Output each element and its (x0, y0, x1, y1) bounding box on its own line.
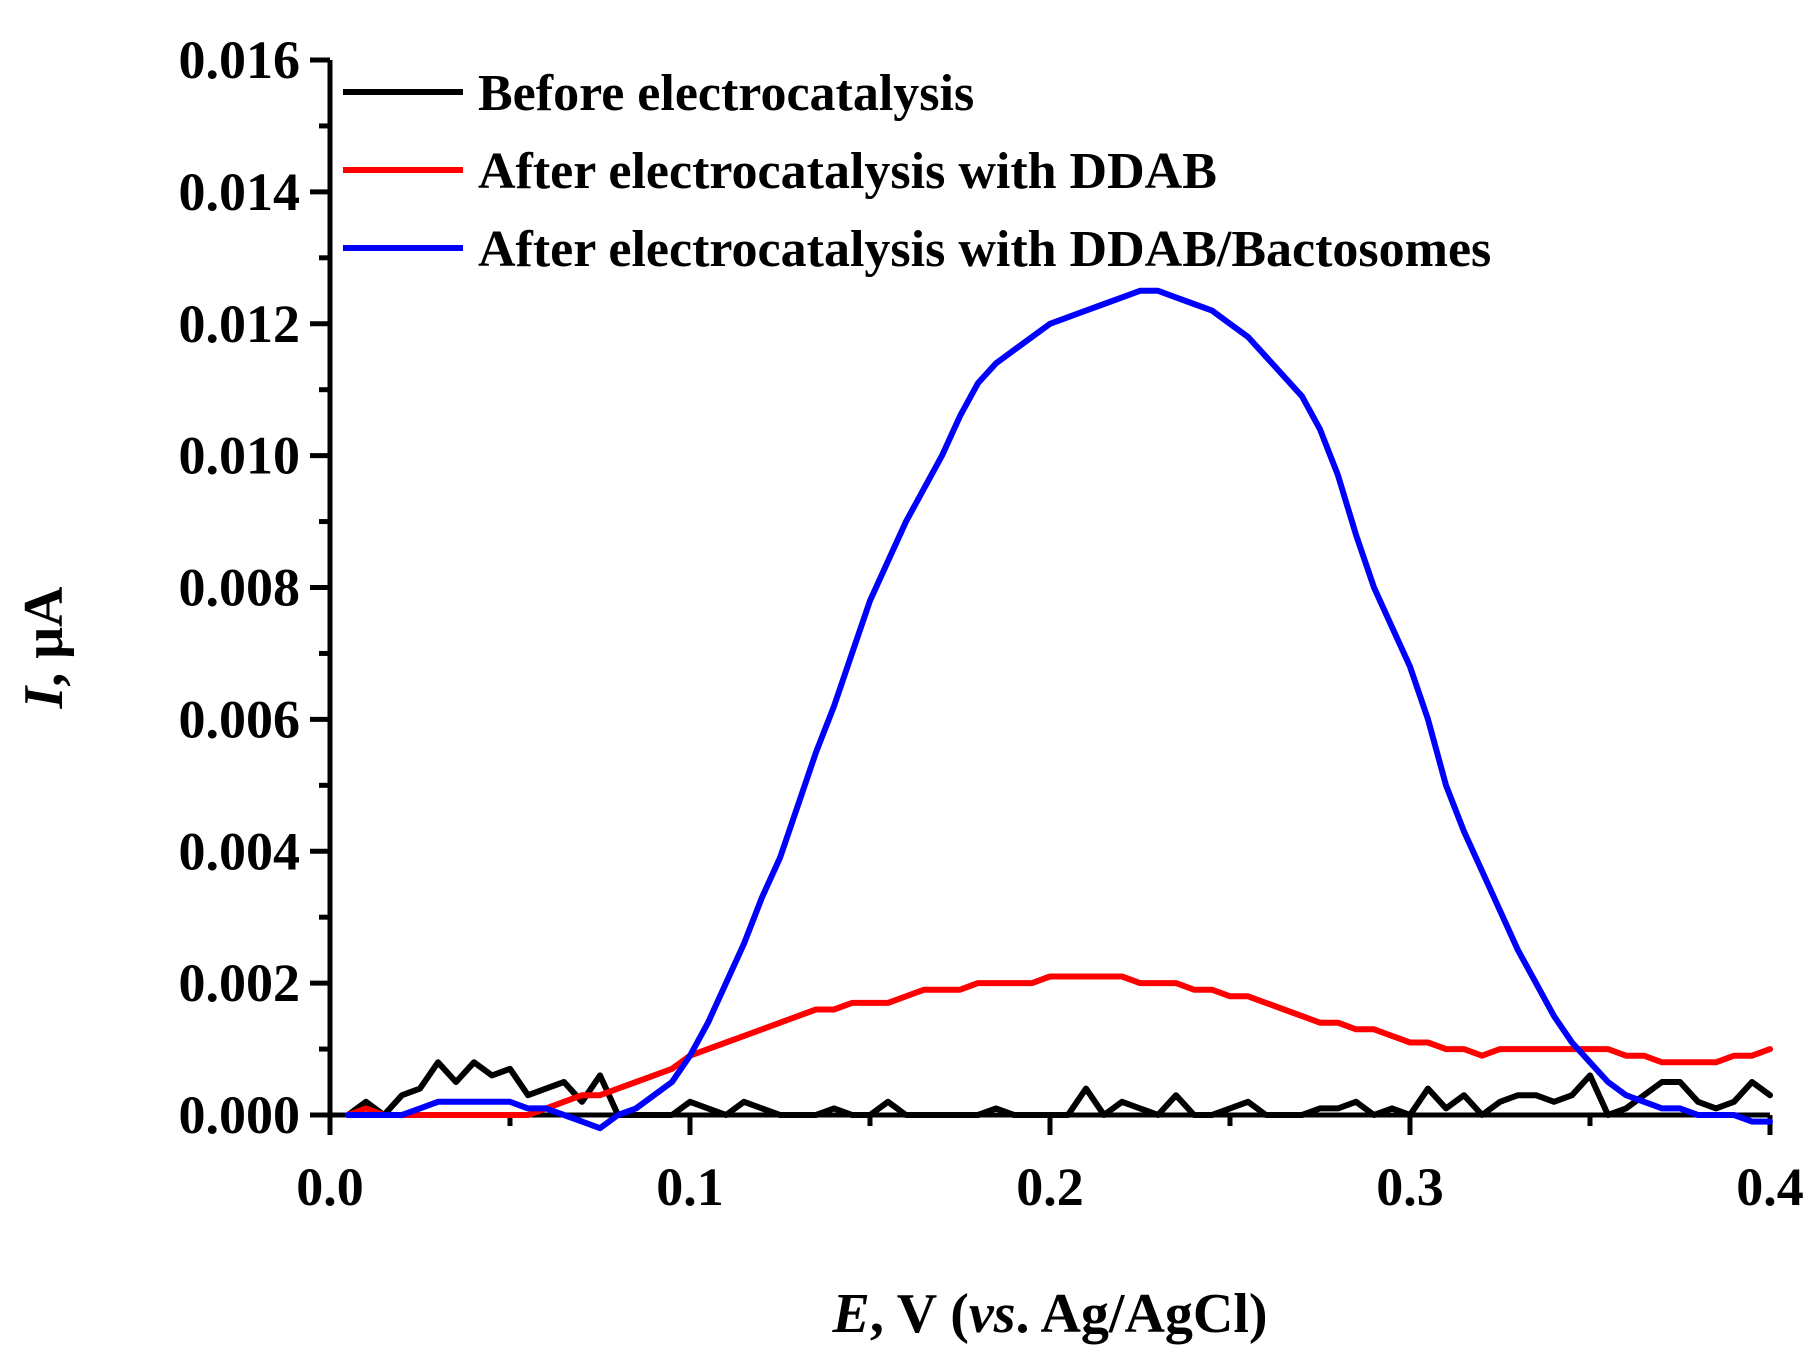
y-axis-title-unit: , μA (13, 586, 75, 687)
y-tick-label: 0.002 (179, 953, 301, 1013)
y-tick-label: 0.006 (179, 689, 301, 749)
series-line-2 (345, 973, 1773, 1118)
legend-label-1: Before electrocatalysis (478, 65, 974, 122)
axes (327, 60, 1770, 1118)
x-axis-title-vs: vs (969, 1283, 1016, 1345)
y-tick-label: 0.016 (179, 30, 301, 90)
y-tick-label: 0.004 (179, 821, 301, 881)
x-tick-label: 0.0 (296, 1157, 364, 1217)
y-axis-title-symbol: I (13, 684, 75, 709)
legend-label-2: After electrocatalysis with DDAB (478, 143, 1217, 200)
x-axis-title-reference: . Ag/AgCl) (1016, 1283, 1268, 1345)
x-tick-label: 0.3 (1376, 1157, 1444, 1217)
y-tick-label: 0.012 (179, 294, 301, 354)
legend: Before electrocatalysis After electrocata… (343, 65, 1491, 278)
x-tick-label: 0.2 (1016, 1157, 1084, 1217)
x-tick-label: 0.4 (1736, 1157, 1804, 1217)
ticks (310, 57, 1773, 1135)
x-tick-label: 0.1 (656, 1157, 724, 1217)
y-tick-label: 0.008 (179, 558, 301, 618)
x-axis-title-unit: , V ( (870, 1283, 969, 1345)
legend-label-3: After electrocatalysis with DDAB/Bactoso… (478, 221, 1491, 278)
series-line-3 (345, 287, 1773, 1132)
tick-labels: 0.000 0.002 0.004 0.006 0.008 0.010 0.012 0.014… (179, 30, 1804, 1217)
y-tick-label: 0.014 (179, 162, 301, 222)
y-tick-label: 0.000 (179, 1085, 301, 1145)
series-group (345, 287, 1773, 1132)
y-axis-title: I, μA (13, 586, 75, 710)
series-line-1 (345, 1059, 1773, 1118)
x-axis-title: E, V (vs. Ag/AgCl) (831, 1283, 1267, 1345)
x-axis-title-symbol: E (831, 1283, 869, 1345)
y-tick-label: 0.010 (179, 426, 301, 486)
